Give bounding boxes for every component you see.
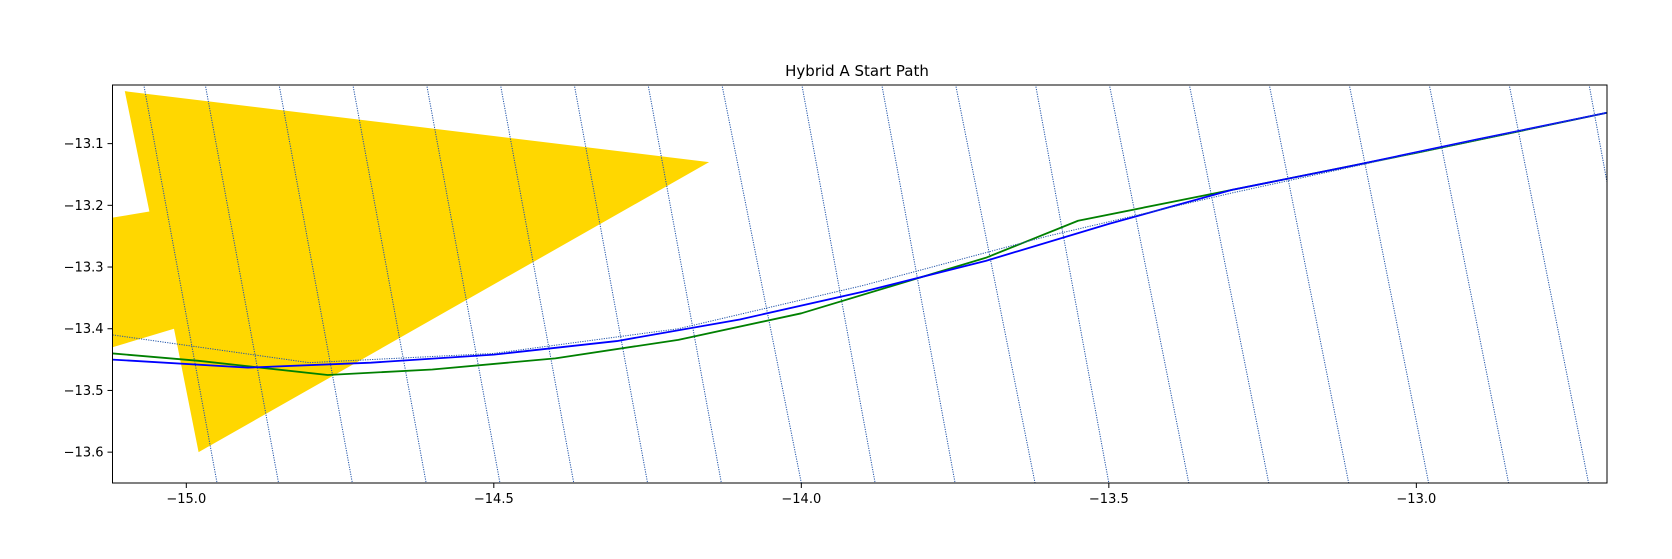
x-tick-label: −14.5 — [474, 492, 514, 507]
y-axis: −13.1 −13.2 −13.3 −13.4 −13.5 −13.6 — [64, 137, 113, 461]
stripe-line-17 — [1428, 85, 1510, 483]
x-axis: −15.0 −14.5 −14.0 −13.5 −13.0 — [166, 483, 1436, 507]
path-series-1 — [112, 111, 1607, 369]
stripe-line-13 — [1108, 85, 1190, 483]
stripe-line-9 — [801, 85, 876, 483]
stripe-line-4 — [426, 85, 501, 483]
stripe-line-0 — [143, 85, 218, 483]
chart-title: Hybrid A Start Path — [785, 62, 929, 80]
stripe-line-12 — [1035, 85, 1110, 483]
stripe-line-16 — [1348, 85, 1430, 483]
stripe-line-7 — [647, 85, 722, 483]
stripe-line-11 — [955, 85, 1036, 483]
stripe-line-19 — [1588, 85, 1607, 185]
stripe-line-2 — [278, 85, 353, 483]
stripe-line-15 — [1268, 85, 1350, 483]
stripe-line-8 — [721, 85, 802, 483]
x-tick-label: −13.5 — [1089, 492, 1129, 507]
stripe-line-5 — [500, 85, 575, 483]
stripe-line-14 — [1188, 85, 1270, 483]
y-tick-label: −13.3 — [64, 261, 104, 276]
y-tick-label: −13.1 — [64, 137, 104, 152]
y-tick-label: −13.6 — [64, 446, 104, 461]
stripe-line-1 — [204, 85, 280, 483]
stripe-line-3 — [352, 85, 427, 483]
stripe-line-10 — [881, 85, 956, 483]
x-tick-label: −15.0 — [166, 492, 206, 507]
x-tick-label: −13.0 — [1396, 492, 1436, 507]
stripe-line-6 — [573, 85, 649, 483]
y-tick-label: −13.4 — [64, 322, 104, 337]
x-tick-label: −14.0 — [781, 492, 821, 507]
stripe-line-18 — [1508, 85, 1590, 483]
path-series-2 — [112, 112, 1607, 364]
y-tick-label: −13.5 — [64, 384, 104, 399]
obstacle-polygon — [112, 91, 710, 453]
plot-area — [112, 85, 1607, 483]
plot-frame — [112, 84, 1608, 484]
y-tick-label: −13.2 — [64, 199, 104, 214]
